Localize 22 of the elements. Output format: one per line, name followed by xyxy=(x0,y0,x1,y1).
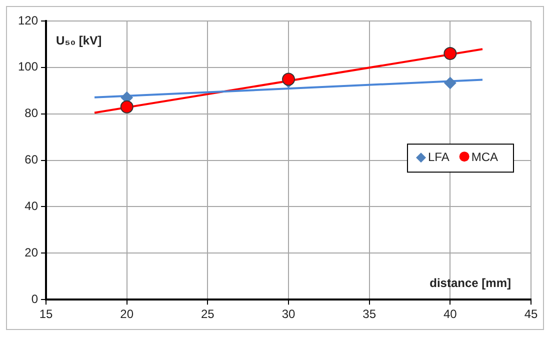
point xyxy=(120,100,134,114)
x-tick-label: 35 xyxy=(362,307,376,322)
legend-label: MCA xyxy=(471,150,498,164)
legend-label: LFA xyxy=(428,150,450,164)
x-tick-label: 15 xyxy=(39,307,54,322)
y-axis-title: U₅₀ [kV] xyxy=(56,33,102,48)
x-axis-title: distance [mm] xyxy=(430,276,511,290)
y-tick-label: 40 xyxy=(24,199,38,214)
point xyxy=(282,72,296,86)
y-tick-label: 60 xyxy=(24,152,38,167)
y-tick-label: 100 xyxy=(18,60,38,74)
x-tick-label: 30 xyxy=(282,307,296,322)
y-tick-label: 20 xyxy=(24,245,38,260)
x-tick-label: 40 xyxy=(443,307,458,322)
y-tick-label: 80 xyxy=(24,106,38,120)
x-tick-label: 20 xyxy=(120,307,134,322)
y-tick-label: 0 xyxy=(31,292,38,306)
point xyxy=(444,76,456,89)
y-tick-label: 120 xyxy=(18,13,38,28)
x-tick-label: 45 xyxy=(524,307,538,322)
point xyxy=(444,47,457,60)
x-tick-label: 25 xyxy=(201,307,215,322)
